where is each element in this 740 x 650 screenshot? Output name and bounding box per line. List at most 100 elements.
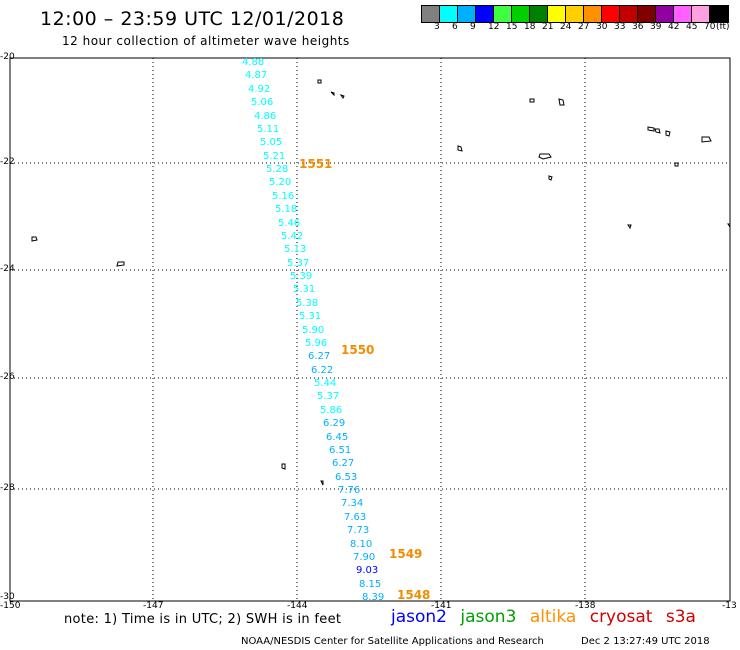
wave-height-value: 8.39: [362, 592, 385, 603]
island-outline: [116, 261, 125, 267]
longitude-label: -147: [143, 601, 164, 611]
longitude-label: -144: [287, 601, 308, 611]
orbit-rev-label: 1549: [389, 547, 423, 561]
island-outline: [339, 94, 345, 99]
orbit-rev-label: 1550: [341, 343, 375, 357]
island-outline: [548, 175, 553, 181]
wave-height-value: 5.21: [263, 150, 286, 162]
legend-cryosat: cryosat: [589, 607, 653, 627]
wave-height-value: 5.46: [278, 217, 301, 229]
wave-height-value: 7.34: [341, 498, 364, 510]
wave-height-value: 5.28: [266, 164, 289, 175]
color-scale-label: 27: [578, 22, 590, 32]
satellite-legend: jason2 jason3 altika cryosat s3a: [391, 607, 704, 627]
latitude-label: -30: [0, 592, 15, 602]
latitude-label: -20: [0, 52, 15, 62]
wave-height-value: 6.29: [323, 418, 346, 430]
island-outline: [330, 91, 335, 97]
wave-height-value: 4.92: [248, 83, 271, 95]
footnote: note: 1) Time is in UTC; 2) SWH is in fe…: [64, 612, 342, 627]
color-scale-label: 42: [668, 22, 680, 32]
wave-height-value: 5.11: [257, 123, 280, 135]
latitude-label: -22: [0, 157, 15, 167]
wave-height-value: 8.10: [350, 538, 373, 550]
latitude-label: -26: [0, 372, 15, 382]
color-swatch: [602, 6, 620, 22]
wave-height-value: 5.42: [281, 230, 304, 242]
color-swatch: [620, 6, 638, 22]
island-outline: [627, 224, 632, 230]
legend-altika: altika: [529, 607, 577, 627]
color-scale-label: 70: [704, 22, 716, 32]
color-scale-label: 18: [524, 22, 536, 32]
island-outline: [558, 98, 565, 106]
color-scale-label: 39: [650, 22, 662, 32]
island-outline: [31, 236, 38, 242]
wave-height-value: 6.27: [332, 458, 355, 470]
island-outline: [317, 79, 322, 84]
island-outline: [654, 128, 661, 134]
latitude-label: -24: [0, 264, 15, 274]
wave-height-value: 5.13: [284, 244, 307, 256]
color-scale-labels: 3 6 9 12 15 18 21 24 27 30 33 36 39 42 45 70 (ft): [421, 22, 739, 34]
wave-height-value: 5.38: [296, 297, 319, 309]
island-outline: [674, 162, 679, 167]
color-swatch: [458, 6, 476, 22]
wave-height-value: 5.31: [293, 284, 316, 296]
wave-height-value: 5.37: [317, 391, 340, 403]
credit-text: NOAA/NESDIS Center for Satellite Applica…: [241, 636, 544, 647]
island-outline: [320, 480, 324, 486]
wave-height-value: 4.86: [254, 110, 277, 122]
longitude-label: -141: [431, 601, 452, 611]
wave-height-value: 5.44: [314, 378, 337, 389]
color-swatch: [422, 6, 440, 22]
legend-s3a: s3a: [665, 607, 696, 627]
color-swatch: [692, 6, 710, 22]
wave-height-value: 5.39: [290, 271, 313, 282]
wave-height-value: 5.16: [272, 190, 295, 202]
wave-height-value: 7.63: [344, 511, 367, 523]
graticule-grid: [10, 58, 730, 601]
orbit-rev-label: 1548: [397, 588, 431, 602]
color-scale-label: 6: [452, 22, 458, 32]
color-swatch: [512, 6, 530, 22]
color-scale-label: 9: [470, 22, 476, 32]
wave-height-value: 5.05: [260, 137, 283, 149]
wave-height-value: 5.37: [287, 257, 310, 269]
color-swatch: [440, 6, 458, 22]
wave-height-value: 6.27: [308, 351, 331, 363]
color-swatch: [548, 6, 566, 22]
wave-height-value: 6.45: [326, 431, 349, 443]
color-scale-label: 30: [596, 22, 608, 32]
color-scale-label: 3: [434, 22, 440, 32]
color-swatch: [530, 6, 548, 22]
wave-height-value: 5.31: [299, 311, 322, 323]
island-outline: [529, 98, 535, 103]
wave-height-value: 5.90: [302, 324, 325, 336]
wave-height-value: 8.15: [359, 578, 382, 590]
map-frame: [9, 57, 731, 602]
wave-height-value: 6.22: [311, 364, 334, 376]
color-scale-label: 24: [560, 22, 572, 32]
island-outline: [538, 153, 552, 160]
color-scale-label: 45: [686, 22, 698, 32]
wave-height-value: 5.96: [305, 337, 328, 349]
color-scale-label: 12: [488, 22, 500, 32]
island-outline: [701, 136, 712, 143]
color-swatch: [710, 6, 728, 22]
wave-height-value: 4.87: [245, 70, 268, 82]
longitude-label: -13: [722, 601, 737, 611]
credit-timestamp: Dec 2 13:27:49 UTC 2018: [581, 636, 710, 647]
map-title: 12:00 – 23:59 UTC 12/01/2018: [40, 8, 345, 30]
color-swatch: [566, 6, 584, 22]
color-swatch: [674, 6, 692, 22]
orbit-rev-label: 1551: [299, 157, 333, 171]
legend-jason3: jason3: [460, 607, 517, 627]
longitude-label: -150: [0, 601, 21, 611]
color-scale-label: (ft): [716, 22, 730, 32]
legend-jason2: jason2: [391, 607, 447, 627]
latitude-label: -28: [0, 483, 15, 493]
color-scale-bar: [421, 5, 729, 23]
color-scale-label: 33: [614, 22, 626, 32]
color-swatch: [476, 6, 494, 22]
